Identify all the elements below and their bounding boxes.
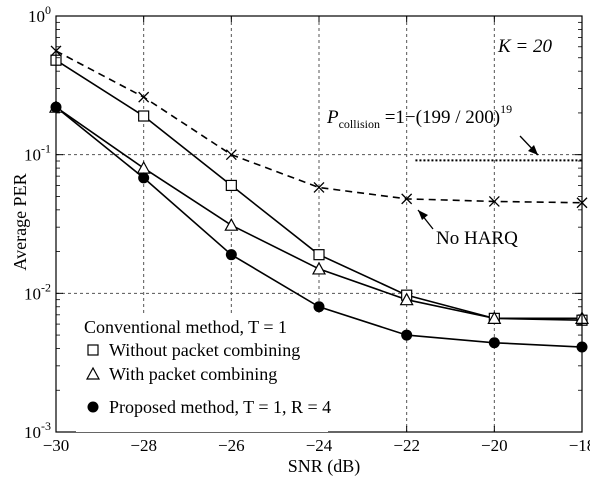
marker-square <box>225 179 237 192</box>
p-exponent: 19 <box>500 102 512 116</box>
x-tick-label: −30 <box>43 436 70 455</box>
x-tick-label: −18 <box>569 436 590 455</box>
x-axis-label: SNR (dB) <box>288 456 361 477</box>
x-tick-label: −20 <box>481 436 508 455</box>
legend-heading: Conventional method, T = 1 <box>84 317 287 337</box>
ticks: −30 −28 −26 −24 −22 −20 −18 10-3 10-2 10-1 100 <box>24 3 590 455</box>
marker-triangle <box>136 160 151 174</box>
marker-x <box>225 149 237 161</box>
p-expression: =1−(199 / 200) <box>380 107 500 128</box>
marker-triangle <box>399 292 414 306</box>
no-harq-annotation: No HARQ <box>436 228 518 249</box>
y-tick-label: 10-3 <box>24 419 51 442</box>
y-tick-label: 100 <box>28 3 51 26</box>
marker-circle <box>225 249 237 261</box>
marker-x <box>401 193 413 205</box>
marker-square <box>138 110 150 122</box>
x-tick-label: −26 <box>218 436 245 455</box>
p-collision-arrow <box>519 135 539 156</box>
x-tick-label: −22 <box>393 436 420 455</box>
marker-circle <box>401 329 413 341</box>
x-tick-label: −28 <box>130 436 157 455</box>
no-harq-arrow <box>417 209 434 230</box>
k-annotation: K = 20 <box>497 36 552 57</box>
y-tick-label: 10-2 <box>24 280 51 303</box>
marker-x <box>138 91 150 103</box>
legend-square-marker <box>87 344 99 356</box>
legend-markers <box>85 344 101 413</box>
p-symbol: P <box>326 107 339 128</box>
grid <box>56 16 582 432</box>
marker-circle <box>138 172 150 184</box>
legend: Conventional method, T = 1 Without packe… <box>76 313 331 432</box>
marker-layer <box>48 45 590 353</box>
legend-entry-without-combining: Without packet combining <box>109 340 300 360</box>
legend-entry-proposed: Proposed method, T = 1, R = 4 <box>109 397 331 417</box>
legend-triangle-marker <box>85 366 101 380</box>
marker-circle <box>313 301 325 313</box>
x-tick-label: −24 <box>306 436 333 455</box>
marker-x <box>488 195 500 207</box>
legend-entry-with-combining: With packet combining <box>109 364 277 384</box>
y-axis-label: Average PER <box>10 173 30 270</box>
marker-x <box>313 182 325 193</box>
marker-triangle <box>224 217 239 231</box>
p-subscript: collision <box>339 117 380 131</box>
marker-triangle <box>311 261 327 275</box>
p-collision-annotation: Pcollision =1−(199 / 200)19 <box>326 102 512 131</box>
legend-circle-marker <box>87 401 99 413</box>
marker-triangle <box>487 311 502 324</box>
y-tick-label: 10-1 <box>24 142 51 165</box>
marker-square <box>313 249 325 261</box>
marker-circle <box>488 337 500 349</box>
